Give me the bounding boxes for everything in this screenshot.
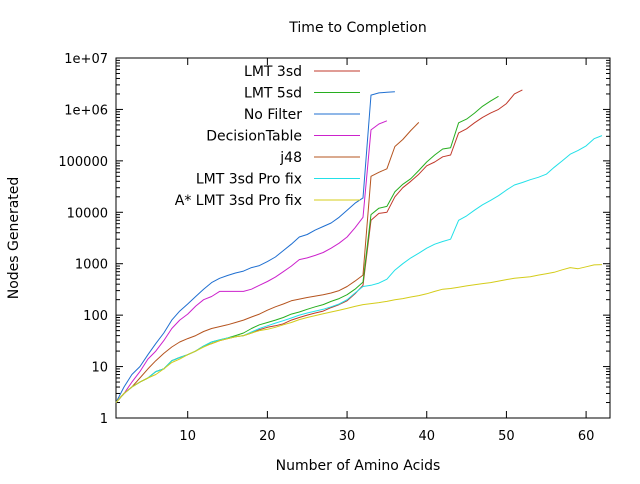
series-line-j48 [115, 122, 420, 403]
series-lines [115, 89, 603, 403]
y-tick-label: 1000 [75, 258, 108, 273]
legend-label: LMT 5sd [244, 86, 302, 102]
series-line-lmt-3sd-pro-fix [115, 135, 603, 403]
x-tick-label: 30 [339, 429, 356, 444]
legend-label: j48 [279, 150, 302, 166]
series-line-lmt-5sd [115, 95, 499, 403]
y-tick-label: 10000 [67, 206, 108, 221]
legend-label: LMT 3sd Pro fix [196, 172, 302, 188]
series-line-decisiontable [115, 120, 388, 403]
y-tick-label: 100000 [58, 155, 108, 170]
legend-label: DecisionTable [206, 129, 302, 145]
y-tick-label: 10 [91, 361, 108, 376]
x-tick-label: 40 [418, 429, 435, 444]
axis-ticks: 10 20 30 40 50 60 1 10 100 1000 10000 100000 1e+06 1e… [58, 52, 610, 444]
y-tick-label: 100 [83, 309, 108, 324]
legend-label: LMT 3sd [244, 64, 302, 80]
x-axis-title: Number of Amino Acids [276, 458, 441, 474]
chart-title: Time to Completion [288, 20, 426, 36]
series-line-a-lmt-3sd-pro-fix [115, 264, 603, 403]
y-tick-label: 1e+06 [64, 103, 108, 118]
series-line-no-filter [115, 91, 395, 403]
y-axis-title: Nodes Generated [6, 177, 22, 300]
x-tick-label: 50 [498, 429, 515, 444]
x-tick-label: 60 [578, 429, 595, 444]
series-line-lmt-3sd [115, 89, 523, 403]
plot-frame [115, 57, 611, 419]
x-tick-label: 10 [179, 429, 196, 444]
y-tick-label: 1e+07 [64, 52, 108, 67]
legend-label: No Filter [244, 107, 302, 123]
legend-label: A* LMT 3sd Pro fix [175, 193, 302, 209]
legend: LMT 3sd LMT 5sd No Filter DecisionTable j48 L… [175, 64, 360, 209]
x-tick-label: 20 [259, 429, 276, 444]
y-tick-label: 1 [100, 412, 108, 427]
